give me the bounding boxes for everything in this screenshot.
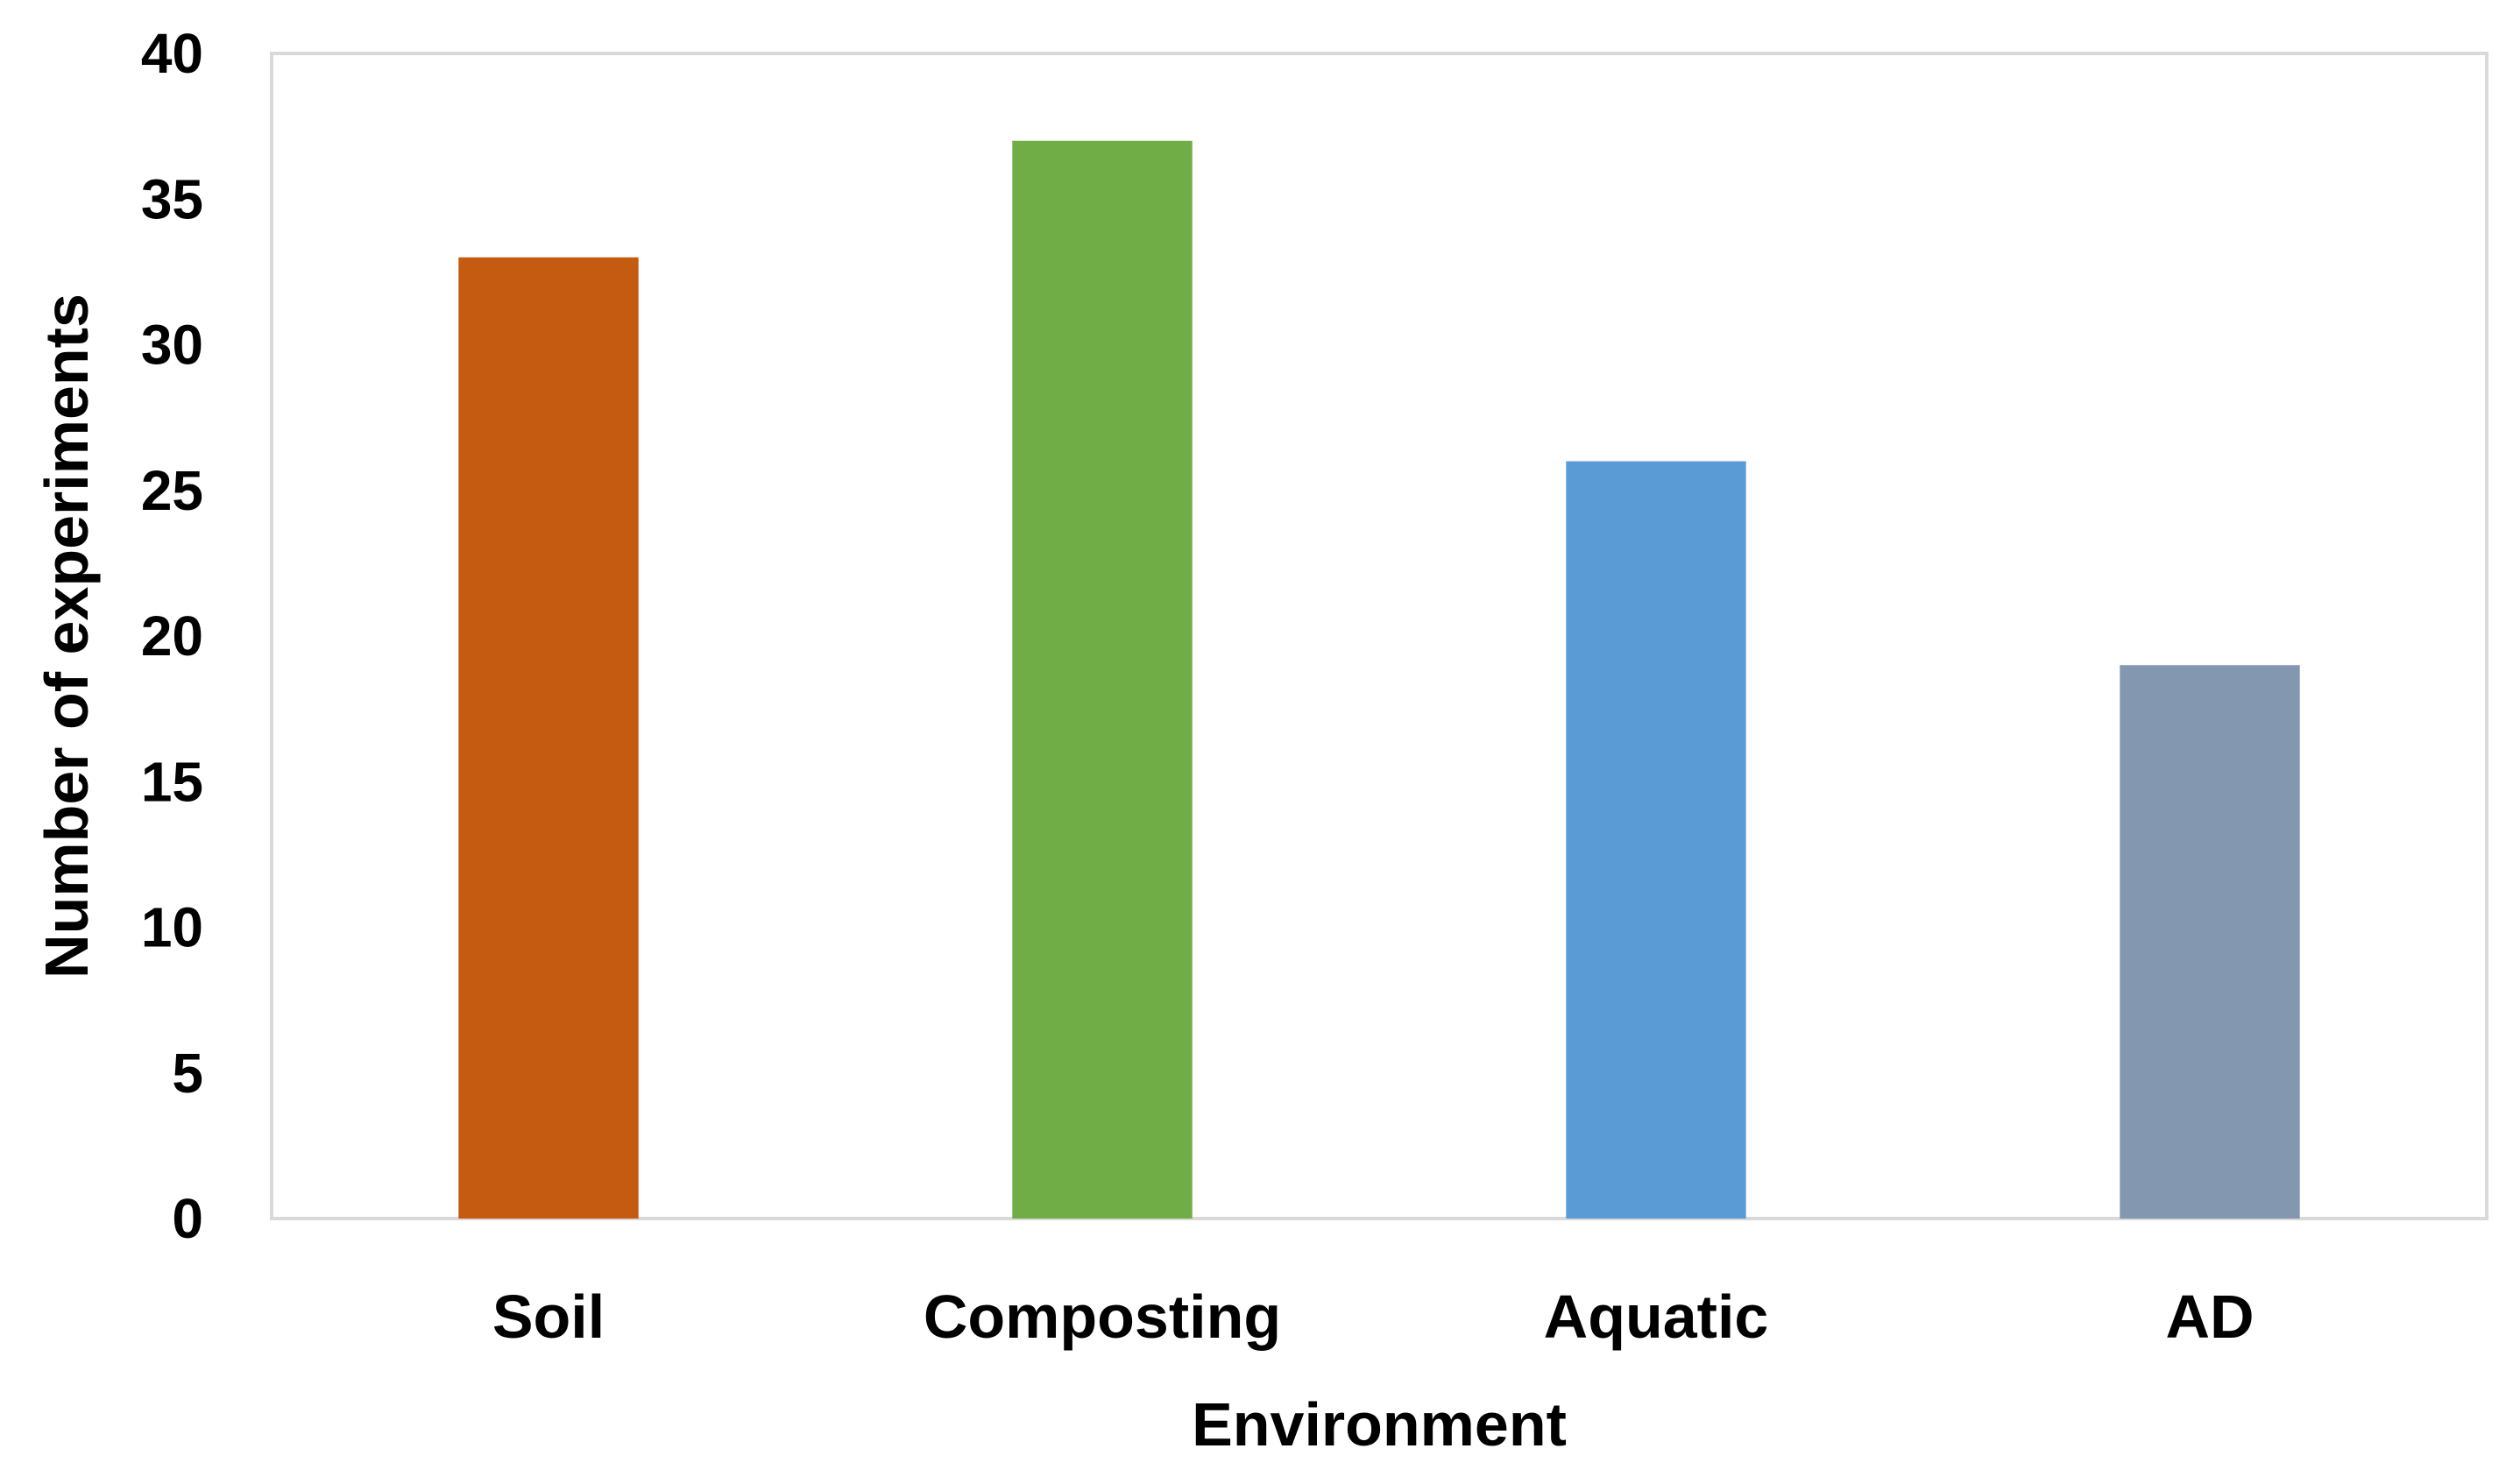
y-tick-label: 10 xyxy=(141,896,203,959)
y-tick-label: 30 xyxy=(141,314,203,377)
x-tick-label: Composting xyxy=(924,1283,1281,1351)
plot-frame xyxy=(270,52,2488,1220)
bar-ad xyxy=(2120,665,2300,1219)
bar-composting xyxy=(1012,140,1193,1219)
y-axis-title: Number of experiments xyxy=(32,293,101,979)
y-tick-label: 25 xyxy=(141,459,203,522)
bar-soil xyxy=(458,257,639,1219)
y-tick-label: 40 xyxy=(141,22,203,85)
y-tick-label: 0 xyxy=(172,1187,203,1250)
x-tick-label: Aquatic xyxy=(1544,1283,1769,1351)
x-tick-label: AD xyxy=(2165,1283,2254,1351)
y-tick-label: 5 xyxy=(172,1042,203,1105)
bar-aquatic xyxy=(1566,461,1746,1219)
y-tick-label: 15 xyxy=(141,750,203,813)
y-tick-label: 35 xyxy=(141,167,203,230)
x-axis-title: Environment xyxy=(1192,1390,1567,1459)
y-tick-label: 20 xyxy=(141,604,203,668)
x-tick-label: Soil xyxy=(492,1283,605,1351)
